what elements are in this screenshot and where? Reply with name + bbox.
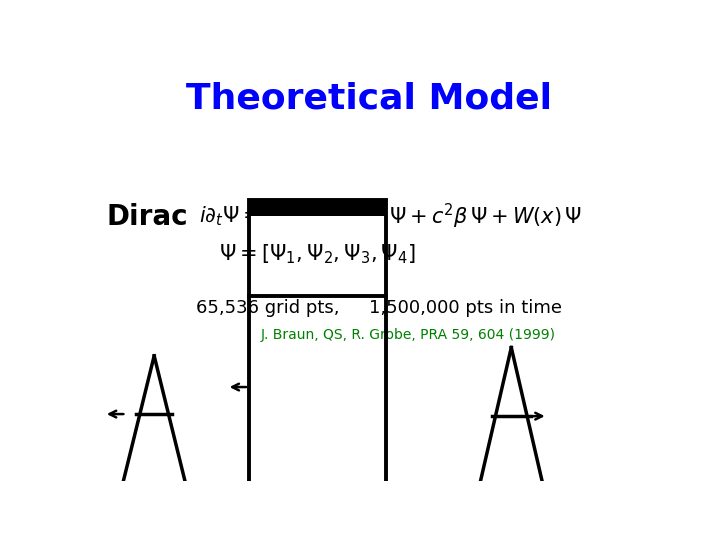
Text: J. Braun, QS, R. Grobe, PRA 59, 604 (1999): J. Braun, QS, R. Grobe, PRA 59, 604 (199… xyxy=(261,328,556,342)
Text: 1,500,000 pts in time: 1,500,000 pts in time xyxy=(369,299,562,317)
Text: Dirac: Dirac xyxy=(107,202,189,231)
Text: $\Psi + c^2\beta\, \Psi + W(x)\, \Psi$: $\Psi + c^2\beta\, \Psi + W(x)\, \Psi$ xyxy=(389,202,582,231)
Text: Theoretical Model: Theoretical Model xyxy=(186,81,552,115)
Text: $i\partial_t \Psi = -ic\alpha$: $i\partial_t \Psi = -ic\alpha$ xyxy=(199,205,323,228)
Bar xyxy=(249,200,386,216)
Text: 65,536 grid pts,: 65,536 grid pts, xyxy=(196,299,340,317)
Text: $\Psi = [\Psi_1, \Psi_2, \Psi_3, \Psi_4]$: $\Psi = [\Psi_1, \Psi_2, \Psi_3, \Psi_4]… xyxy=(219,242,416,266)
Bar xyxy=(249,200,386,295)
